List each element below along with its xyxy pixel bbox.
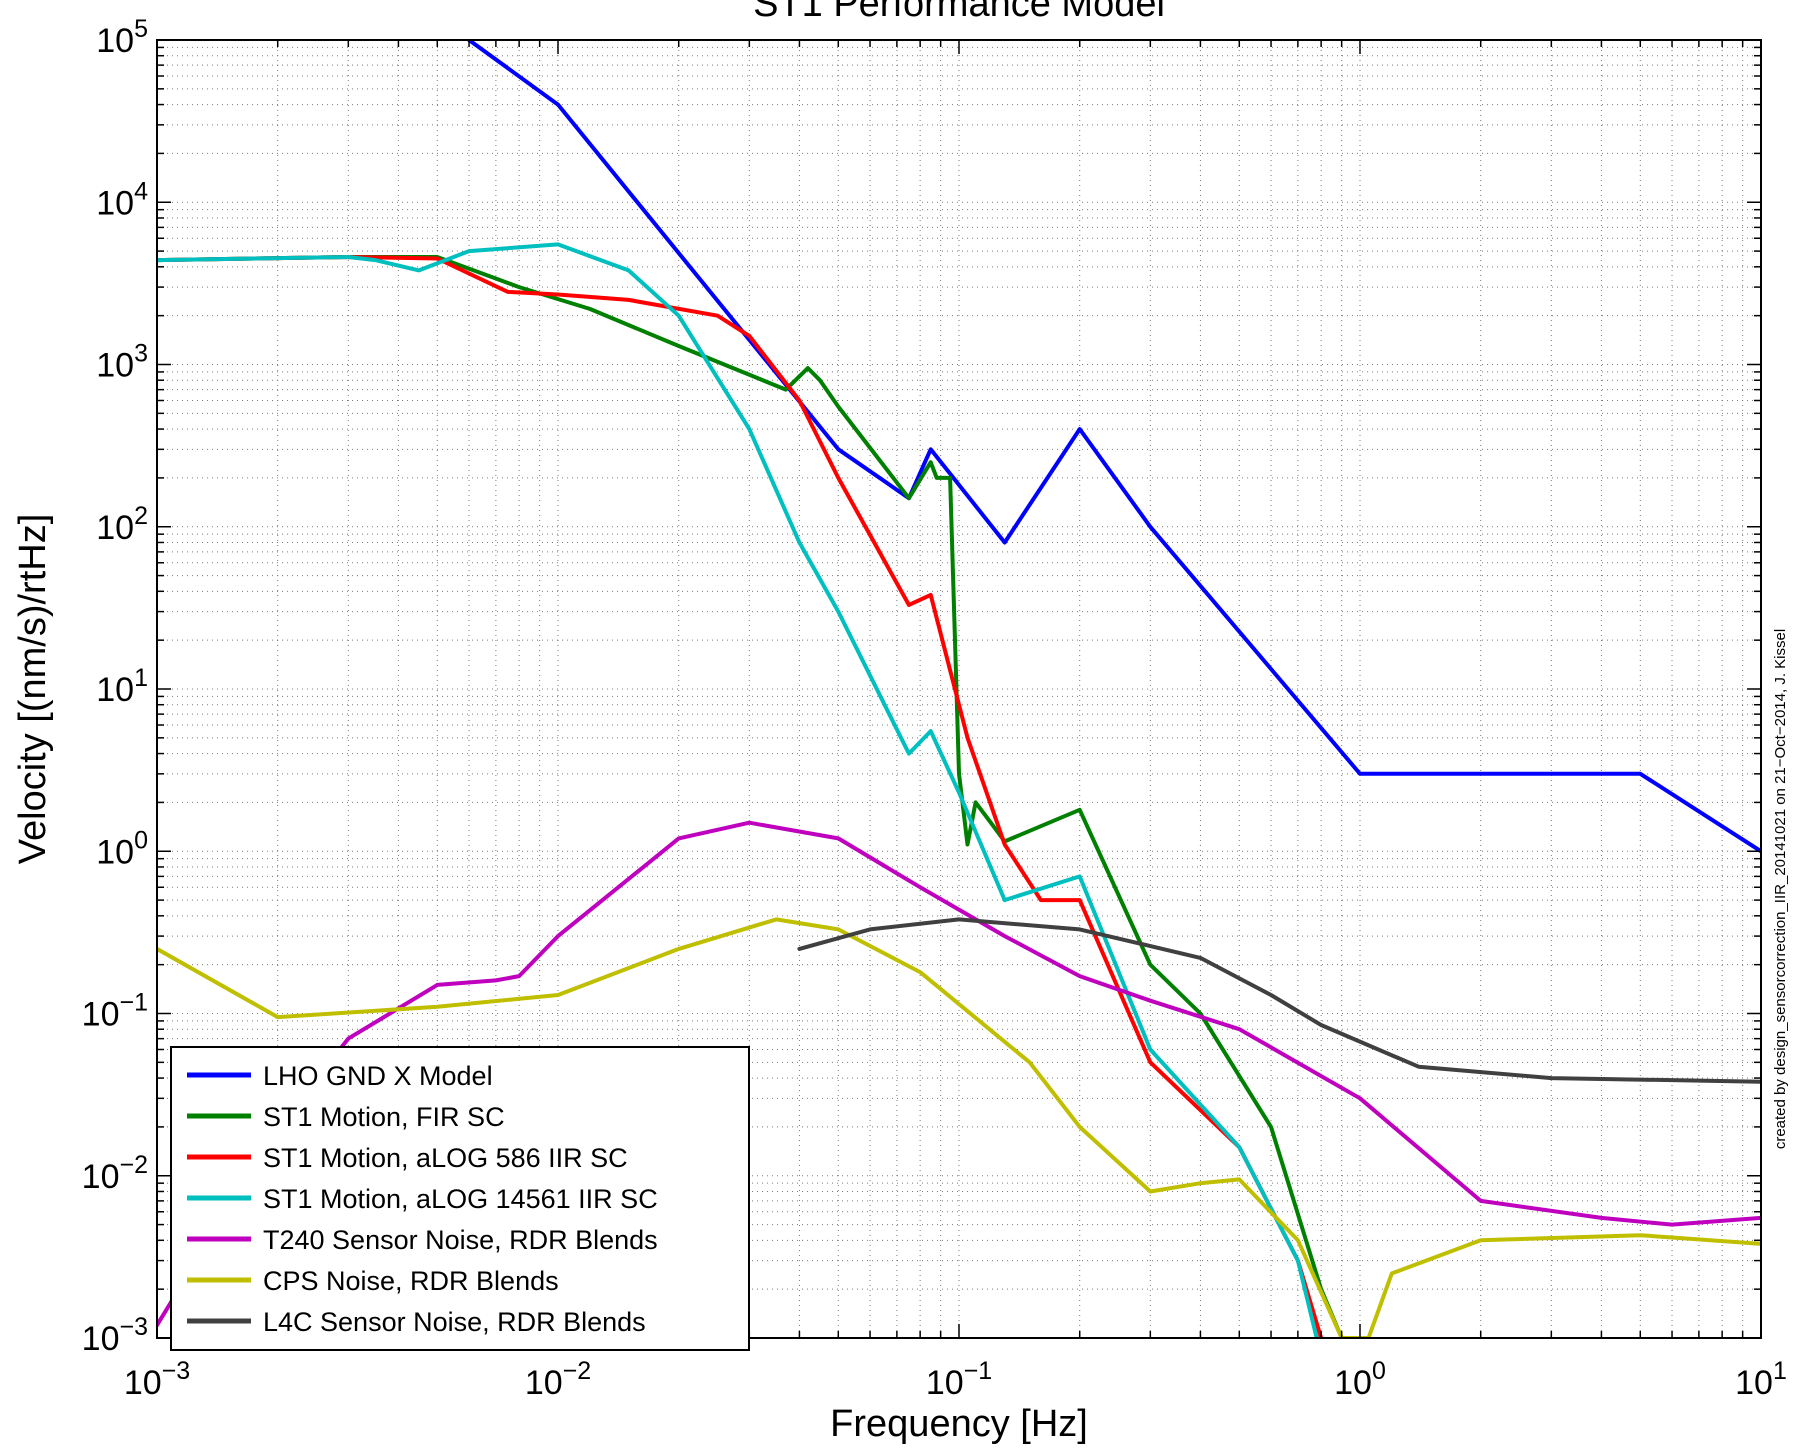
tick-label-exponent: −3: [162, 1357, 191, 1385]
tick-label-exponent: −2: [119, 1151, 148, 1179]
series-line-l4c-sensor-noise-rdr-blends: [797, 917, 1761, 1084]
tick-label-base: 10: [82, 1158, 120, 1196]
tick-label-exponent: −2: [563, 1357, 592, 1385]
legend-label: ST1 Motion, aLOG 586 IIR SC: [263, 1143, 628, 1173]
y-tick-label: 104: [96, 177, 148, 222]
y-tick-label: 100: [96, 826, 148, 871]
tick-label-exponent: 1: [1773, 1357, 1787, 1385]
legend-label: LHO GND X Model: [263, 1061, 493, 1091]
series-line-st1-motion-alog-14561-iir-sc: [157, 242, 1319, 1338]
tick-label-exponent: 3: [134, 340, 148, 368]
y-tick-label: 101: [96, 664, 148, 709]
tick-label-base: 10: [82, 1320, 120, 1358]
legend: LHO GND X Model ST1 Motion, FIR SC ST1 Mot…: [170, 1046, 750, 1351]
tick-label-base: 10: [1735, 1364, 1773, 1402]
x-tick-label: 10−1: [926, 1357, 992, 1402]
tick-label-base: 10: [124, 1364, 162, 1402]
series-line-cps-noise-rdr-blends: [157, 917, 1761, 1338]
tick-label-exponent: 1: [134, 664, 148, 692]
credit-annotation: created by design_sensorcorrection_IIR_2…: [1772, 629, 1789, 1149]
y-axis-label: Velocity [(nm/s)/rtHz]: [12, 514, 54, 865]
tick-label-base: 10: [926, 1364, 964, 1402]
series-line-t240-sensor-noise-rdr-blends: [157, 820, 1761, 1328]
tick-label-base: 10: [96, 833, 134, 871]
series-line-st1-motion-fir-sc: [157, 255, 1344, 1338]
legend-label: ST1 Motion, aLOG 14561 IIR SC: [263, 1184, 658, 1214]
legend-label: T240 Sensor Noise, RDR Blends: [263, 1225, 658, 1255]
legend-label: ST1 Motion, FIR SC: [263, 1102, 505, 1132]
series-layer: [157, 40, 1761, 1338]
tick-label-exponent: −1: [964, 1357, 993, 1385]
series-line-st1-motion-alog-586-iir-sc: [157, 255, 1324, 1338]
tick-label-exponent: 4: [134, 177, 148, 205]
tick-label-base: 10: [96, 347, 134, 385]
tick-label-base: 10: [96, 509, 134, 547]
legend-label: CPS Noise, RDR Blends: [263, 1266, 559, 1296]
y-tick-label: 10−2: [82, 1151, 148, 1196]
y-tick-label: 102: [96, 502, 148, 547]
tick-label-base: 10: [1334, 1364, 1372, 1402]
tick-label-exponent: 0: [1372, 1357, 1386, 1385]
tick-label-base: 10: [96, 22, 134, 60]
tick-label-base: 10: [96, 671, 134, 709]
x-tick-labels: 10−3 10−2 10−1 100 101: [124, 1357, 1787, 1402]
x-tick-label: 101: [1735, 1357, 1787, 1402]
tick-label-exponent: −1: [119, 989, 148, 1017]
y-tick-label: 10−1: [82, 989, 148, 1034]
x-tick-label: 100: [1334, 1357, 1386, 1402]
tick-label-exponent: −3: [119, 1313, 148, 1341]
tick-label-base: 10: [96, 184, 134, 222]
x-tick-label: 10−3: [124, 1357, 190, 1402]
y-tick-label: 103: [96, 340, 148, 385]
x-tick-label: 10−2: [525, 1357, 591, 1402]
tick-label-exponent: 2: [134, 502, 148, 530]
tick-label-base: 10: [82, 996, 120, 1034]
y-tick-label: 10−3: [82, 1313, 148, 1358]
tick-label-exponent: 5: [134, 15, 148, 43]
chart-title: ST1 Performance Model: [753, 0, 1165, 25]
tick-label-exponent: 0: [134, 826, 148, 854]
legend-box: [170, 1046, 750, 1351]
y-tick-label: 105: [96, 15, 148, 60]
tick-label-base: 10: [525, 1364, 563, 1402]
x-axis-label: Frequency [Hz]: [830, 1403, 1088, 1445]
legend-label: L4C Sensor Noise, RDR Blends: [263, 1307, 646, 1337]
